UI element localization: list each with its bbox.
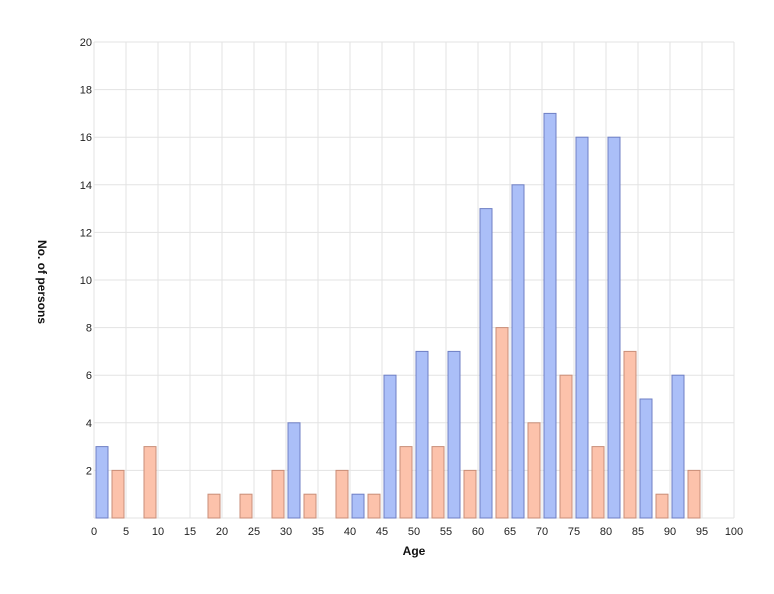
bar-series-2 <box>399 446 413 519</box>
bar-series-1 <box>415 350 429 519</box>
bar-series-2 <box>527 422 541 519</box>
x-tick-label: 50 <box>408 526 420 538</box>
x-tick-label: 35 <box>312 526 324 538</box>
grid <box>93 41 735 519</box>
bar-series-1 <box>351 493 365 519</box>
bar-series-2 <box>687 469 701 519</box>
x-tick-label: 60 <box>472 526 484 538</box>
bar-series-2 <box>303 493 317 519</box>
x-axis-title: Age <box>403 544 426 558</box>
x-tick-label: 10 <box>152 526 164 538</box>
bar-series-2 <box>271 469 285 519</box>
x-tick-label: 25 <box>248 526 260 538</box>
y-tick-label: 16 <box>80 132 92 144</box>
y-axis-title: No. of persons <box>35 240 49 324</box>
x-tick-label: 100 <box>725 526 743 538</box>
bar-series-2 <box>239 493 253 519</box>
bar-series-1 <box>447 350 461 519</box>
bar-series-2 <box>335 469 349 519</box>
bar-series-1 <box>639 398 653 519</box>
x-tick-label: 70 <box>536 526 548 538</box>
bar-series-1 <box>575 136 589 519</box>
bar-series-2 <box>655 493 669 519</box>
y-tick-label: 18 <box>80 85 92 97</box>
x-tick-label: 65 <box>504 526 516 538</box>
y-tick-label: 12 <box>80 227 92 239</box>
y-tick-label: 20 <box>80 37 92 49</box>
bar-series-1 <box>671 374 685 519</box>
x-tick-label: 30 <box>280 526 292 538</box>
y-tick-label: 10 <box>80 275 92 287</box>
y-tick-label: 8 <box>86 323 92 335</box>
y-axis-ticks: 2 4 6 8 10 12 14 16 18 20 <box>80 37 92 477</box>
bar-series-2 <box>559 374 573 519</box>
bar-series-2 <box>143 446 157 519</box>
bar-series-2 <box>111 469 125 519</box>
bar-series-1 <box>479 208 493 519</box>
x-tick-label: 90 <box>664 526 676 538</box>
y-tick-label: 14 <box>80 180 92 192</box>
y-tick-label: 4 <box>86 418 92 430</box>
x-tick-label: 80 <box>600 526 612 538</box>
x-axis-ticks: 0 5 10 15 20 25 30 35 40 45 50 55 60 65 70 75 80 85 90 95 10… <box>91 526 743 538</box>
y-tick-label: 6 <box>86 370 92 382</box>
x-tick-label: 75 <box>568 526 580 538</box>
bar-series-1 <box>287 422 301 519</box>
bar-series-2 <box>495 327 509 519</box>
y-tick-label: 2 <box>86 465 92 477</box>
bar-series-1 <box>95 446 109 519</box>
x-tick-label: 15 <box>184 526 196 538</box>
bar-series-2 <box>367 493 381 519</box>
bar-series-2 <box>207 493 221 519</box>
bar-series-1 <box>543 112 557 519</box>
bar-series-2 <box>431 446 445 519</box>
x-tick-label: 45 <box>376 526 388 538</box>
bar-series-1 <box>511 184 525 519</box>
x-tick-label: 40 <box>344 526 356 538</box>
bar-series-2 <box>591 446 605 519</box>
x-tick-label: 55 <box>440 526 452 538</box>
bars <box>95 112 701 519</box>
x-tick-label: 0 <box>91 526 97 538</box>
x-tick-label: 85 <box>632 526 644 538</box>
x-tick-label: 5 <box>123 526 129 538</box>
bar-series-2 <box>623 350 637 519</box>
bar-series-1 <box>607 136 621 519</box>
x-tick-label: 95 <box>696 526 708 538</box>
x-tick-label: 20 <box>216 526 228 538</box>
bar-series-1 <box>383 374 397 519</box>
bar-series-2 <box>463 469 477 519</box>
